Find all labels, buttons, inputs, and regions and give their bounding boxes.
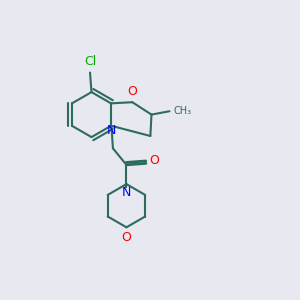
Text: CH₃: CH₃	[174, 106, 192, 116]
Text: O: O	[128, 85, 137, 98]
Text: O: O	[149, 154, 159, 167]
Text: N: N	[107, 124, 116, 137]
Text: N: N	[122, 186, 131, 199]
Text: Cl: Cl	[84, 55, 96, 68]
Text: O: O	[122, 231, 131, 244]
